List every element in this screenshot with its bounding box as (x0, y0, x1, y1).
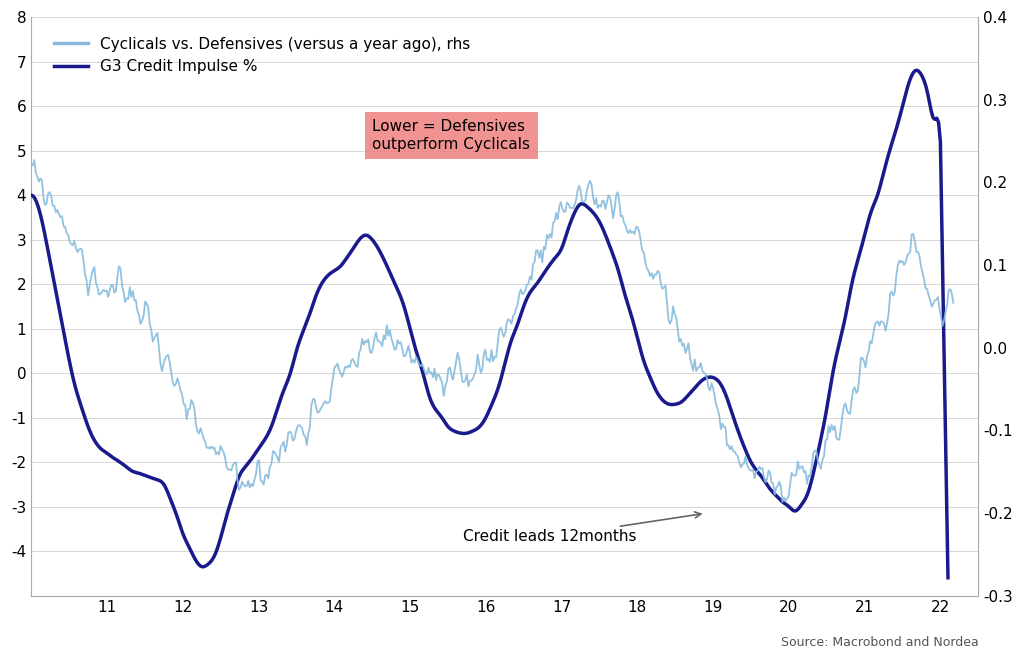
Text: Lower = Defensives
outperform Cyclicals: Lower = Defensives outperform Cyclicals (372, 119, 530, 152)
Text: Source: Macrobond and Nordea: Source: Macrobond and Nordea (780, 636, 978, 649)
Legend: Cyclicals vs. Defensives (versus a year ago), rhs, G3 Credit Impulse %: Cyclicals vs. Defensives (versus a year … (48, 31, 476, 81)
Text: Credit leads 12months: Credit leads 12months (463, 512, 701, 544)
